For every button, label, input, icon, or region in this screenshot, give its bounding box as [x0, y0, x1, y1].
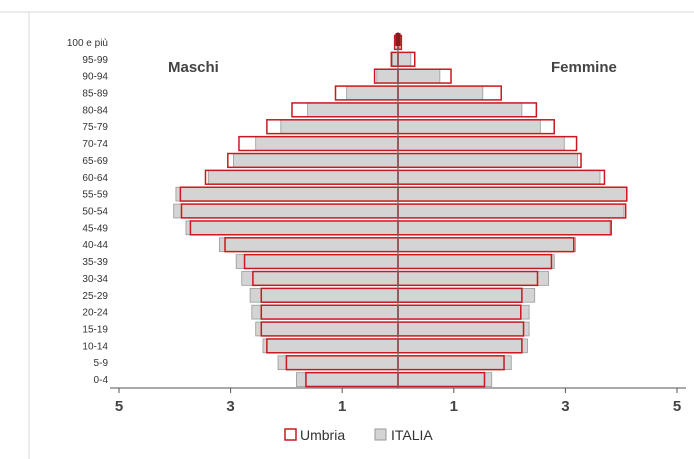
legend: Umbria ITALIA — [284, 427, 433, 443]
age-group-label: 20-24 — [82, 308, 108, 319]
age-group-label: 0-4 — [94, 375, 109, 386]
age-group-label: 60-64 — [82, 173, 108, 184]
age-group-label: 15-19 — [82, 325, 108, 336]
italia-female-bar — [397, 85, 484, 101]
legend-label-umbria: Umbria — [300, 427, 345, 443]
x-tick-label: 5 — [673, 398, 681, 415]
italia-male-bar — [346, 85, 399, 101]
age-group-label: 65-69 — [82, 156, 108, 167]
italia-female-bar — [397, 51, 412, 67]
italia-female-bar — [397, 355, 512, 371]
italia-male-bar — [255, 321, 399, 337]
italia-female-bar — [397, 153, 579, 168]
females-label: Femmine — [551, 59, 617, 76]
italia-female-bar — [397, 220, 611, 236]
males-label: Maschi — [168, 59, 219, 76]
age-group-label: 25-29 — [82, 291, 108, 302]
italia-male-bar — [235, 254, 399, 269]
italia-male-bar — [392, 51, 399, 67]
age-group-label: 75-79 — [82, 122, 108, 133]
italia-female-bar — [397, 254, 555, 269]
italia-male-bar — [307, 102, 399, 118]
legend-swatch-umbria — [284, 428, 297, 441]
italia-male-bar — [376, 68, 399, 84]
legend-label-italia: ITALIA — [391, 427, 433, 443]
italia-female-bar — [397, 321, 530, 337]
series-italia — [173, 35, 628, 387]
x-tick-label: 1 — [338, 398, 346, 415]
italia-female-bar — [397, 372, 493, 387]
italia-male-bar — [219, 237, 399, 253]
italia-male-bar — [207, 169, 399, 185]
age-group-label: 70-74 — [82, 139, 108, 150]
age-group-label: 10-14 — [82, 341, 108, 352]
age-group-label: 30-34 — [82, 274, 108, 285]
age-group-label: 80-84 — [82, 105, 108, 116]
age-group-label: 85-89 — [82, 89, 108, 100]
age-group-label: 95-99 — [82, 55, 108, 66]
italia-female-bar — [397, 203, 625, 219]
italia-male-bar — [280, 119, 399, 135]
italia-male-bar — [241, 271, 399, 286]
age-group-label: 45-49 — [82, 223, 108, 234]
legend-swatch-italia — [374, 428, 387, 441]
italia-male-bar — [296, 372, 399, 387]
italia-female-bar — [397, 186, 628, 202]
top-center-marker — [395, 33, 401, 46]
x-axis: 5 3 1 1 3 5 — [110, 32, 686, 415]
italia-male-bar — [249, 287, 399, 303]
italia-male-bar — [173, 203, 399, 219]
italia-female-bar — [397, 237, 576, 253]
italia-male-bar — [255, 136, 399, 151]
italia-female-bar — [397, 68, 441, 84]
age-group-label: 55-59 — [82, 190, 108, 201]
italia-male-bar — [277, 355, 399, 371]
x-tick-label: 3 — [226, 398, 234, 415]
age-group-label: 90-94 — [82, 72, 108, 83]
italia-female-bar — [397, 119, 541, 135]
italia-female-bar — [397, 271, 550, 286]
italia-female-bar — [397, 136, 565, 151]
age-group-label: 100 e più — [67, 38, 108, 49]
italia-female-bar — [397, 338, 528, 354]
age-group-label: 35-39 — [82, 257, 108, 268]
italia-male-bar — [251, 304, 399, 320]
italia-female-bar — [397, 287, 536, 303]
italia-male-bar — [262, 338, 399, 354]
age-group-labels: 100 e più 95-99 90-94 85-89 80-84 75-79 70-74 6… — [67, 38, 109, 386]
x-tick-label: 1 — [450, 398, 458, 415]
italia-male-bar — [175, 186, 399, 202]
italia-female-bar — [397, 102, 523, 118]
age-group-label: 40-44 — [82, 240, 108, 251]
x-tick-label: 5 — [115, 398, 123, 415]
age-group-label: 5-9 — [94, 358, 109, 369]
italia-male-bar — [185, 220, 399, 236]
italia-female-bar — [397, 169, 601, 185]
x-tick-label: 3 — [561, 398, 569, 415]
italia-male-bar — [232, 153, 399, 168]
italia-female-bar — [397, 304, 530, 320]
age-group-label: 50-54 — [82, 207, 108, 218]
